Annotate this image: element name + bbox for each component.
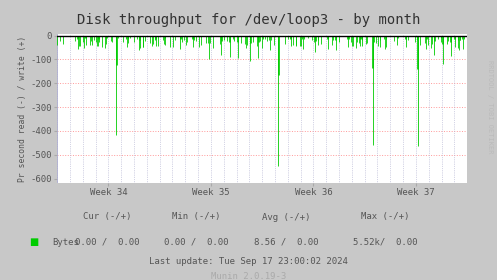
Text: 0.00 /  0.00: 0.00 / 0.00 [75,238,139,247]
Text: ■: ■ [29,237,38,247]
Text: Bytes: Bytes [52,238,79,247]
Text: Min (-/+): Min (-/+) [172,213,221,221]
Text: 5.52k/  0.00: 5.52k/ 0.00 [353,238,417,247]
Text: Disk throughput for /dev/loop3 - by month: Disk throughput for /dev/loop3 - by mont… [77,13,420,27]
Y-axis label: Pr second read (-) / write (+): Pr second read (-) / write (+) [18,35,27,182]
Text: 8.56 /  0.00: 8.56 / 0.00 [253,238,318,247]
Text: Munin 2.0.19-3: Munin 2.0.19-3 [211,272,286,280]
Text: Max (-/+): Max (-/+) [361,213,410,221]
Text: Cur (-/+): Cur (-/+) [83,213,131,221]
Text: Last update: Tue Sep 17 23:00:02 2024: Last update: Tue Sep 17 23:00:02 2024 [149,257,348,266]
Text: Avg (-/+): Avg (-/+) [261,213,310,221]
Text: 0.00 /  0.00: 0.00 / 0.00 [164,238,229,247]
Text: RRDTOOL / TOBI OETIKER: RRDTOOL / TOBI OETIKER [487,60,493,153]
